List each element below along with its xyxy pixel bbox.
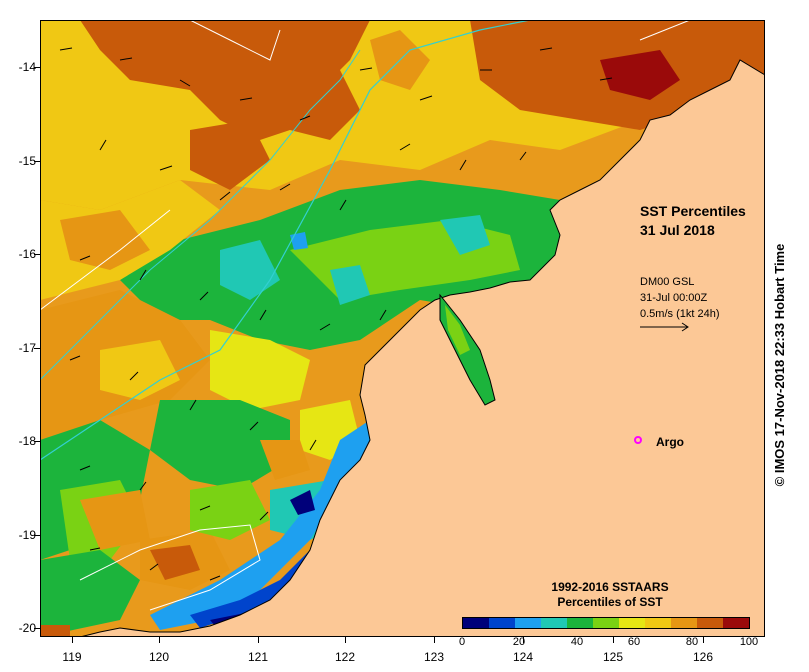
x-tick <box>258 637 259 643</box>
argo-float-icon <box>634 436 642 444</box>
x-tick <box>345 637 346 643</box>
x-axis-label: 126 <box>692 650 714 664</box>
x-axis-label: 124 <box>512 650 534 664</box>
map-title: SST Percentiles <box>640 203 746 219</box>
scale-arrow-icon <box>640 322 689 332</box>
x-tick <box>434 637 435 643</box>
colorbar-tick-label: 0 <box>458 636 466 648</box>
y-axis-label: -17 <box>18 341 36 355</box>
x-axis-label: 122 <box>334 650 356 664</box>
x-tick <box>703 637 704 643</box>
x-axis-label: 125 <box>602 650 624 664</box>
x-tick <box>159 637 160 643</box>
y-tick <box>34 628 40 629</box>
argo-label: Argo <box>656 435 684 449</box>
credit-label: © IMOS 17-Nov-2018 22:33 Hobart Time <box>772 243 787 487</box>
colorbar-title-line1: 1992-2016 SSTAARS <box>551 580 669 594</box>
y-axis-label: -15 <box>18 154 36 168</box>
y-tick <box>34 348 40 349</box>
colorbar-swatch <box>619 618 645 628</box>
colorbar-swatch <box>515 618 541 628</box>
x-axis-label: 121 <box>247 650 269 664</box>
colorbar-tick-label: 40 <box>570 636 584 648</box>
sst-map <box>40 20 765 637</box>
y-tick <box>34 535 40 536</box>
colorbar-title-line2: Percentiles of SST <box>557 595 663 609</box>
colorbar-swatch <box>723 618 749 628</box>
map-date: 31 Jul 2018 <box>640 222 715 238</box>
colorbar-swatch <box>593 618 619 628</box>
x-tick <box>523 637 524 643</box>
colorbar-swatch <box>489 618 515 628</box>
colorbar-swatch <box>671 618 697 628</box>
colorbar-swatch <box>697 618 723 628</box>
x-tick <box>613 637 614 643</box>
colorbar-swatch <box>567 618 593 628</box>
colorbar-swatch <box>541 618 567 628</box>
sst-field <box>40 20 765 637</box>
y-tick <box>34 254 40 255</box>
colorbar <box>462 617 750 629</box>
current-time: 31-Jul 00:00Z <box>640 292 708 304</box>
colorbar-tick-label: 20 <box>512 636 526 648</box>
y-axis-label: -19 <box>18 528 36 542</box>
current-scale: 0.5m/s (1kt 24h) <box>640 308 720 320</box>
current-source: DM00 GSL <box>640 276 695 288</box>
x-axis-label: 123 <box>423 650 445 664</box>
y-axis-label: -18 <box>18 434 36 448</box>
y-axis-label: -20 <box>18 621 36 635</box>
x-axis-label: 120 <box>148 650 170 664</box>
x-axis-label: 119 <box>62 650 82 664</box>
colorbar-swatch <box>463 618 489 628</box>
y-axis-label: -16 <box>18 247 36 261</box>
y-tick <box>34 67 40 68</box>
colorbar-tick-label: 100 <box>739 636 759 648</box>
colorbar-tick-label: 80 <box>685 636 699 648</box>
colorbar-tick-label: 60 <box>627 636 641 648</box>
colorbar-title: 1992-2016 SSTAARS Percentiles of SST <box>505 580 715 610</box>
x-tick <box>72 637 73 643</box>
y-tick <box>34 441 40 442</box>
colorbar-swatch <box>645 618 671 628</box>
y-tick <box>34 161 40 162</box>
y-axis-label: -14 <box>18 60 36 74</box>
